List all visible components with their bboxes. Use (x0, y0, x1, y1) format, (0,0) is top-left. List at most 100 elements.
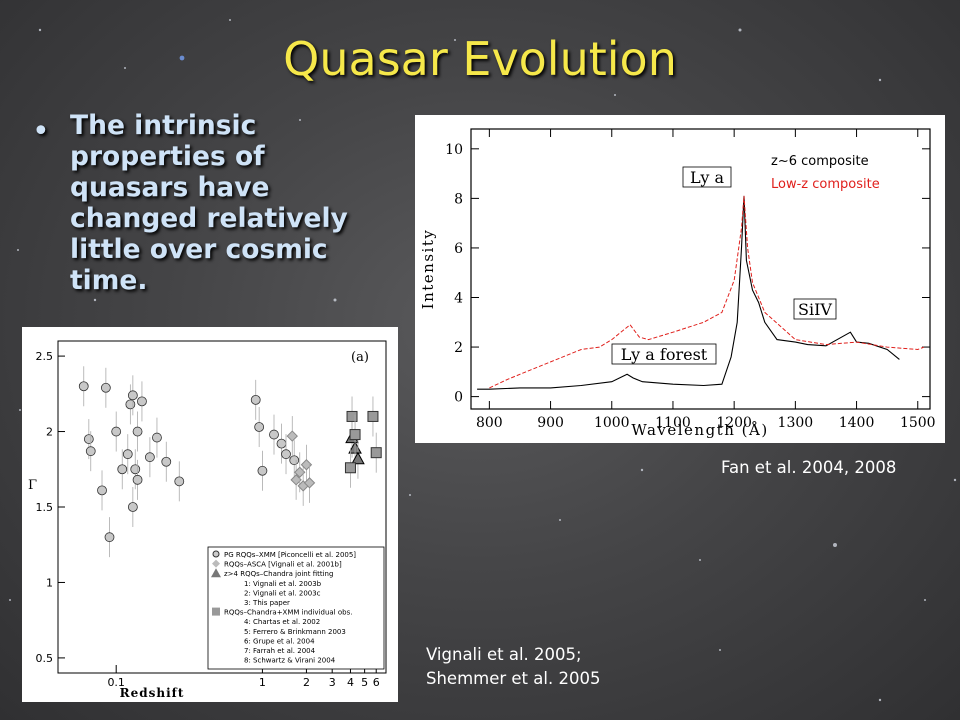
slide-title: Quasar Evolution (283, 32, 677, 86)
spectrum-figure: 800 900 1000 1100 1200 1300 1400 1500 0 2 4 6 8 10 W… (415, 115, 945, 443)
xray-point-circle (174, 476, 185, 487)
xray-legend-entry: 8: Schwartz & Virani 2004 (244, 657, 336, 665)
xray-ylabel: Γ (28, 478, 37, 493)
spectrum-ylabel: Intensity (419, 229, 437, 310)
spectrum-xtick-label: 1300 (778, 415, 814, 431)
spectrum-ytick-label: 10 (445, 142, 463, 158)
xray-caption: Vignali et al. 2005; Shemmer et al. 2005 (426, 643, 600, 691)
xray-point-circle (117, 464, 128, 475)
xray-ytick-label: 1.5 (36, 501, 54, 514)
xray-xtick-label: 4 (347, 676, 354, 689)
xray-point-circle (125, 399, 136, 410)
photon-index-figure: 0.1 1 2 3 4 5 6 0.5 1 1.5 2 2.5 (a) Redshift Γ PG R… (22, 327, 398, 702)
xray-point-circle (97, 485, 107, 496)
spectrum-xtick-label: 1500 (900, 415, 936, 431)
xray-point-circle (127, 502, 138, 512)
xray-point-circle (100, 382, 111, 393)
xray-legend-box (207, 546, 385, 670)
xray-point-square (370, 447, 382, 459)
spectrum-xlabel: Wavelength (Å) (631, 421, 768, 439)
xray-legend-entry: PG RQQs–XMM [Piconcelli et al. 2005] (224, 551, 356, 559)
series-z6-line (477, 195, 900, 390)
xray-legend-entry: 4: Chartas et al. 2002 (244, 618, 320, 626)
spectrum-xtick-label: 1200 (716, 415, 752, 431)
xray-ytick-label: 0.5 (36, 652, 54, 665)
lya-label-box (682, 166, 732, 188)
xray-xtick-label: 3 (329, 676, 336, 689)
xray-point-square (349, 429, 361, 441)
legend-marker-diamond (212, 559, 220, 568)
xray-xtick-label: 2 (303, 676, 310, 689)
spectrum-ytick-label: 4 (454, 290, 463, 306)
spectrum-ytick-label: 2 (454, 340, 463, 356)
bullet-point: • The intrinsic properties of quasars ha… (32, 110, 392, 296)
spectrum-caption: Fan et al. 2004, 2008 (721, 458, 897, 477)
xray-point-square (346, 410, 358, 422)
xray-legend-entry: 3: This paper (244, 599, 290, 607)
xray-point-circle (83, 434, 94, 444)
xray-point-circle (269, 429, 279, 440)
xray-point-circle (161, 456, 172, 467)
spectrum-ytick-label: 6 (454, 241, 463, 257)
xray-legend-entry: 6: Grupe et al. 2004 (244, 637, 315, 645)
xray-caption-line1: Vignali et al. 2005; (426, 645, 582, 664)
spectrum-xtick-label: 1100 (655, 415, 691, 431)
spectrum-xtick-label: 1400 (839, 415, 875, 431)
xray-ytick-label: 2.5 (36, 350, 54, 363)
xray-xtick-label: 1 (259, 676, 266, 689)
forest-label-box (611, 343, 717, 365)
xray-xtick-label: 5 (361, 676, 368, 689)
xray-point-diamond (286, 430, 298, 442)
xray-point-circle (104, 532, 115, 543)
xray-legend-entry: 2: Vignali et al. 2003c (244, 589, 321, 597)
spectrum-ytick-label: 8 (454, 191, 463, 207)
xray-ytick-label: 2 (46, 426, 53, 439)
xray-point-circle (152, 432, 162, 443)
spectrum-xtick-label: 800 (476, 415, 503, 431)
xray-legend-entry: 1: Vignali et al. 2003b (244, 580, 322, 588)
lya-forest-label: Ly a forest (621, 345, 708, 364)
xray-legend-entry: RQQs–ASCA [Vignali et al. 2001b] (224, 561, 342, 569)
xray-point-circle (132, 426, 143, 437)
xray-point-circle (250, 394, 261, 405)
xray-point-circle (85, 446, 96, 457)
xray-point-circle (254, 422, 265, 432)
xray-legend-entry: z>4 RQQs–Chandra joint fitting (224, 570, 333, 578)
xray-point-circle (132, 474, 143, 485)
xray-point-circle (127, 390, 138, 401)
xray-xlabel: Redshift (120, 686, 185, 700)
xray-legend-entry: 5: Ferrero & Brinkmann 2003 (244, 628, 346, 636)
xray-point-triangle (351, 451, 365, 465)
bullet-text: The intrinsic properties of quasars have… (70, 110, 348, 296)
xray-legend-entry: 7: Farrah et al. 2004 (244, 647, 316, 655)
xray-point-circle (281, 449, 291, 460)
legend-marker-circle (212, 550, 220, 558)
xray-point-circle (122, 449, 133, 460)
xray-xtick-label: 0.1 (107, 676, 125, 689)
spectrum-axes-frame (470, 128, 931, 410)
xray-point-square (344, 462, 356, 474)
xray-point-circle (289, 455, 300, 466)
legend-z6: z~6 composite (771, 154, 869, 169)
xray-point-circle (257, 465, 268, 476)
xray-caption-line2: Shemmer et al. 2005 (426, 669, 601, 688)
spectrum-chart: 800 900 1000 1100 1200 1300 1400 1500 0 2 4 6 8 10 W… (419, 128, 936, 439)
lya-label: Ly a (690, 168, 724, 187)
xray-legend-entry: RQQs–Chandra+XMM individual obs. (224, 609, 352, 617)
spectrum-xtick-label: 1000 (594, 415, 630, 431)
xray-point-circle (130, 464, 141, 475)
bullet-marker: • (32, 114, 50, 149)
xray-ytick-label: 1 (46, 576, 53, 589)
xray-point-circle (144, 452, 155, 463)
spectrum-ytick-label: 0 (454, 390, 463, 406)
xray-point-circle (137, 396, 147, 407)
photon-index-chart: 0.1 1 2 3 4 5 6 0.5 1 1.5 2 2.5 (a) Redshift Γ PG R… (28, 340, 387, 700)
xray-xtick-label: 6 (373, 676, 380, 689)
legend-marker-triangle (211, 568, 221, 578)
xray-point-diamond (303, 477, 316, 489)
xray-point-circle (111, 426, 122, 437)
xray-point-square (367, 410, 379, 422)
xray-point-circle (78, 381, 89, 392)
legend-lowz: Low-z composite (771, 177, 880, 192)
